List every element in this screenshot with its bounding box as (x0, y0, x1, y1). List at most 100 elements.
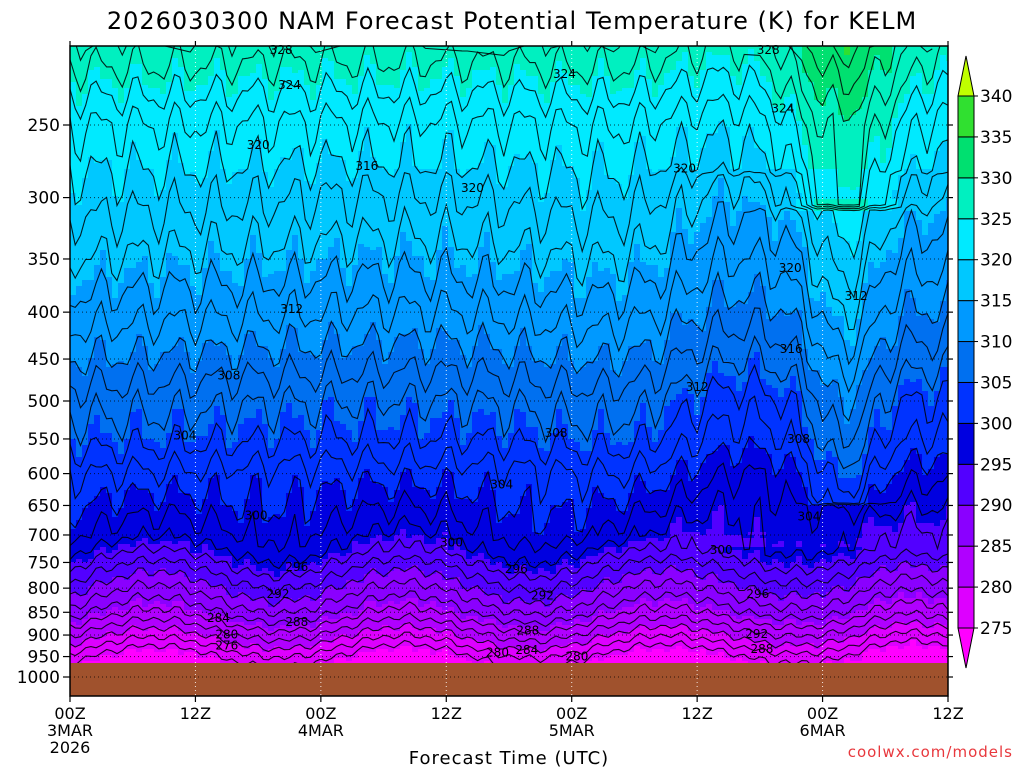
contour-label: 308 (545, 426, 568, 440)
contour-label: 288 (750, 642, 773, 656)
contour-label: 276 (215, 639, 238, 653)
contour-line (70, 489, 948, 570)
contour-label: 280 (215, 628, 238, 642)
contour-label: 308 (787, 432, 810, 446)
y-tick-label: 400 (28, 303, 60, 323)
contour-line (70, 598, 948, 636)
y-tick-label: 950 (28, 648, 60, 668)
y-tick-label: 700 (28, 526, 60, 546)
colorbar-segment (957, 586, 975, 629)
contour-label: 308 (217, 369, 240, 383)
contour-line (70, 462, 948, 554)
colorbar-segment (957, 422, 975, 465)
colorbar-label: 295 (980, 455, 1012, 475)
contour-line (70, 64, 948, 210)
x-tick-label: 00Z (54, 704, 85, 723)
colorbar: 275 280 285 290 295 300 305 310 315 320 325 330 335 3… (957, 55, 1012, 669)
plot-frame (69, 45, 949, 697)
contour-label: 320 (461, 181, 484, 195)
contour-line (70, 270, 948, 422)
plot-area (70, 46, 948, 696)
colorbar-label: 330 (980, 169, 1012, 189)
contour-label: 312 (280, 302, 303, 316)
contour-label: 296 (746, 587, 769, 601)
y-tick-label: 350 (28, 250, 60, 270)
contour-label: 320 (779, 261, 802, 275)
contour-label: 296 (505, 562, 528, 576)
x-tick-label: 00Z (305, 704, 336, 723)
contour-line (70, 161, 948, 300)
contour-label: 292 (267, 587, 290, 601)
contour-line (70, 435, 948, 535)
colorbar-label: 325 (980, 210, 1012, 230)
colorbar-label: 305 (980, 373, 1012, 393)
contour-line (832, 46, 859, 69)
colorbar-max-arrow (957, 55, 975, 97)
contour-line (75, 46, 933, 206)
contour-label: 284 (515, 643, 538, 657)
x-tick-label: 5MAR (549, 721, 595, 740)
y-tick-label: 450 (28, 350, 60, 370)
contour-label: 280 (565, 650, 588, 664)
colorbar-label: 285 (980, 537, 1012, 557)
contour-line (70, 618, 948, 654)
x-tick-label: 00Z (807, 704, 838, 723)
contour-lines (70, 46, 948, 673)
contour-label: 324 (553, 67, 576, 81)
colorbar-segment (957, 300, 975, 343)
x-axis-label: Forecast Time (UTC) (409, 748, 609, 768)
contour-line (70, 46, 941, 208)
y-tick-label: 300 (28, 189, 60, 209)
colorbar-label: 320 (980, 251, 1012, 271)
x-tick-label: 00Z (556, 704, 587, 723)
x-tick-label: 12Z (431, 704, 462, 723)
ground-surface (70, 663, 948, 696)
y-tick-label: 1000 (17, 668, 60, 688)
colorbar-label: 280 (980, 578, 1012, 598)
y-tick-label: 600 (28, 465, 60, 485)
contour-label: 320 (673, 162, 696, 176)
contour-line (70, 573, 948, 618)
contour-label: 320 (247, 138, 270, 152)
chart-title: 2026030300 NAM Forecast Potential Temper… (107, 7, 917, 35)
colorbar-segment (957, 136, 975, 179)
x-tick-label: 2026 (50, 738, 91, 757)
contour-line (70, 93, 948, 212)
contour-label: 316 (780, 342, 803, 356)
colorbar-segment (957, 381, 975, 424)
colorbar-label: 290 (980, 496, 1012, 516)
x-tick-label: 12Z (180, 704, 211, 723)
x-tick-label: 12Z (932, 704, 963, 723)
colorbar-label: 315 (980, 292, 1012, 312)
credit-text: coolwx.com/models (848, 743, 1013, 761)
contour-line (70, 201, 948, 366)
contour-label: 312 (686, 380, 709, 394)
colorbar-label: 275 (980, 619, 1012, 639)
colorbar-segment (957, 341, 975, 383)
colorbar-segment (957, 218, 975, 261)
x-tick-label: 12Z (681, 704, 712, 723)
grid-lines (70, 46, 948, 696)
y-axis: 250 300 350 400 450 500 550 600 650 700 750 800 850 9… (17, 116, 953, 688)
contour-line (70, 235, 948, 394)
y-tick-label: 900 (28, 626, 60, 646)
y-tick-label: 750 (28, 553, 60, 573)
y-tick-label: 800 (28, 579, 60, 599)
colorbar-label: 335 (980, 128, 1012, 148)
contour-line (70, 334, 948, 470)
contour-label: 280 (486, 645, 509, 659)
contour-label: 288 (516, 624, 539, 638)
colorbar-label: 340 (980, 87, 1012, 107)
contour-line (70, 307, 948, 449)
contour-label: 328 (757, 43, 780, 57)
contour-label: 316 (355, 159, 378, 173)
colorbar-label: 300 (980, 414, 1012, 434)
contour-label: 300 (710, 543, 733, 557)
contour-line (787, 46, 896, 123)
contour-label: 304 (174, 428, 197, 442)
contour-line (70, 173, 948, 331)
colorbar-segment (957, 463, 975, 506)
contour-label: 304 (490, 478, 513, 492)
y-tick-label: 500 (28, 392, 60, 412)
